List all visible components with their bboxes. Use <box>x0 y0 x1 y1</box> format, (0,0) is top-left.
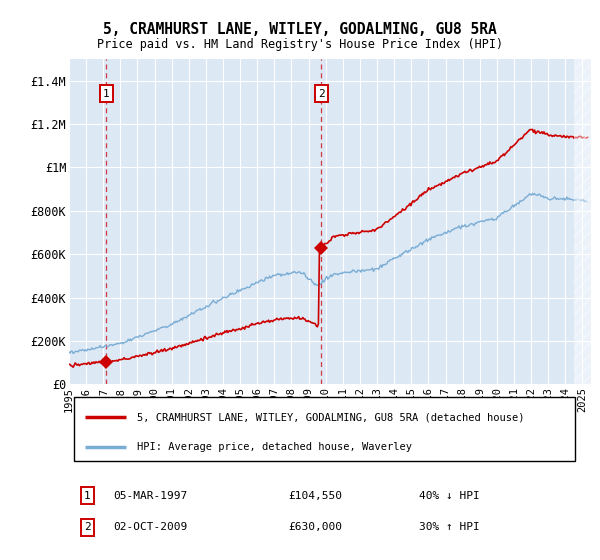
Text: 2: 2 <box>318 88 325 99</box>
FancyBboxPatch shape <box>74 397 575 461</box>
Text: 5, CRAMHURST LANE, WITLEY, GODALMING, GU8 5RA (detached house): 5, CRAMHURST LANE, WITLEY, GODALMING, GU… <box>137 412 524 422</box>
Text: 05-MAR-1997: 05-MAR-1997 <box>113 491 188 501</box>
Text: HPI: Average price, detached house, Waverley: HPI: Average price, detached house, Wave… <box>137 442 412 451</box>
Text: 40% ↓ HPI: 40% ↓ HPI <box>419 491 479 501</box>
Text: 2: 2 <box>84 522 91 533</box>
Text: 5, CRAMHURST LANE, WITLEY, GODALMING, GU8 5RA: 5, CRAMHURST LANE, WITLEY, GODALMING, GU… <box>103 22 497 38</box>
Text: 1: 1 <box>84 491 91 501</box>
Text: £630,000: £630,000 <box>288 522 342 533</box>
Bar <box>574 59 591 384</box>
Text: Price paid vs. HM Land Registry's House Price Index (HPI): Price paid vs. HM Land Registry's House … <box>97 38 503 51</box>
Text: £104,550: £104,550 <box>288 491 342 501</box>
Text: 1: 1 <box>103 88 110 99</box>
Text: 02-OCT-2009: 02-OCT-2009 <box>113 522 188 533</box>
Text: 30% ↑ HPI: 30% ↑ HPI <box>419 522 479 533</box>
